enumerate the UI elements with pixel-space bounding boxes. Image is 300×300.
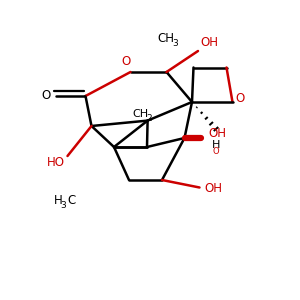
Text: 3: 3 <box>60 201 66 210</box>
Text: O: O <box>41 89 50 103</box>
Text: CH: CH <box>132 109 148 119</box>
Text: OH: OH <box>208 127 226 140</box>
Text: O: O <box>122 55 130 68</box>
Text: C: C <box>67 194 75 208</box>
Text: OH: OH <box>204 182 222 195</box>
Text: 2: 2 <box>147 114 152 123</box>
Text: H: H <box>212 140 220 150</box>
Text: O: O <box>213 147 219 156</box>
Text: H: H <box>54 194 63 208</box>
Text: 3: 3 <box>172 39 178 48</box>
Text: OH: OH <box>200 36 218 49</box>
Text: O: O <box>236 92 244 106</box>
Text: CH: CH <box>158 32 174 46</box>
Text: HO: HO <box>46 155 64 169</box>
